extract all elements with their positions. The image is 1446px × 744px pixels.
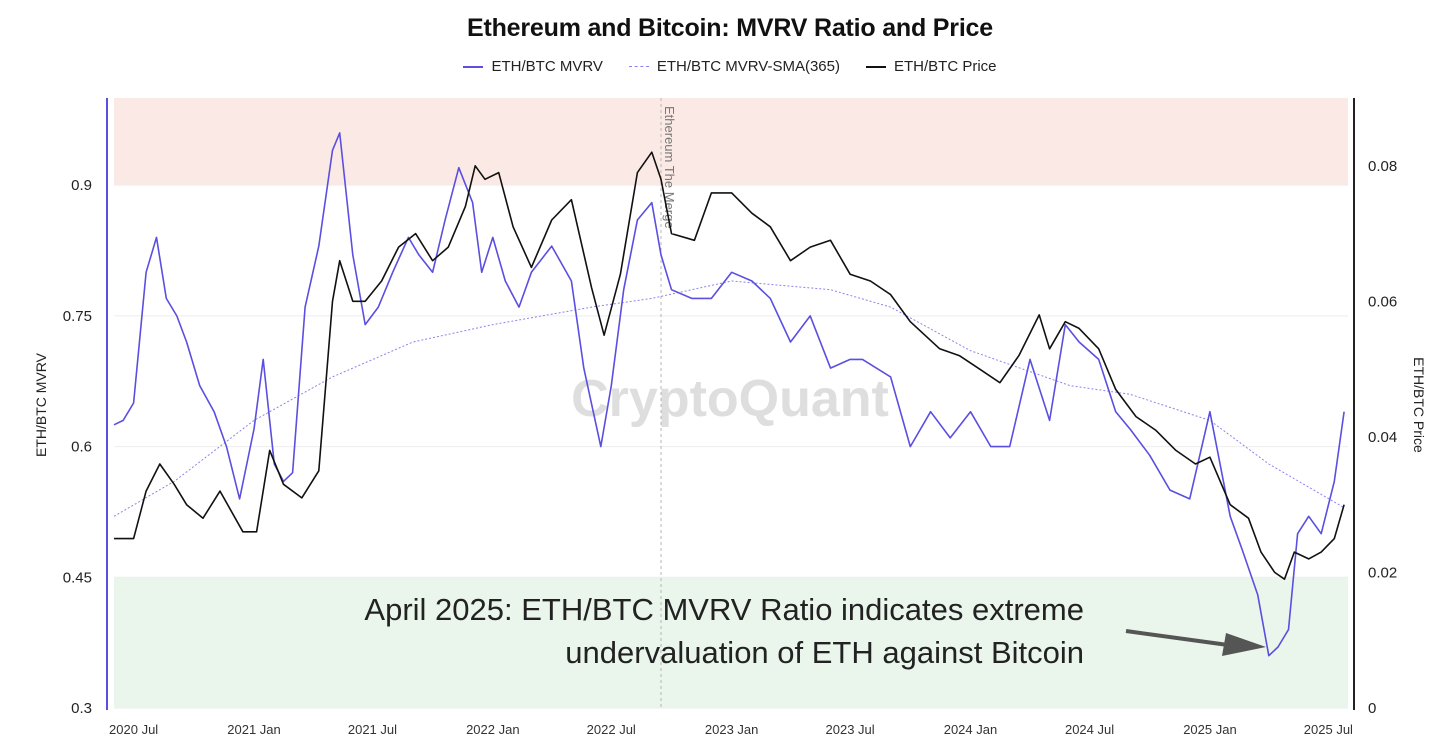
legend-item-price[interactable]: ETH/BTC Price xyxy=(865,58,997,75)
overvalued-band xyxy=(114,98,1348,186)
chart-title: Ethereum and Bitcoin: MVRV Ratio and Pri… xyxy=(467,14,993,42)
left-tick-label: 0.6 xyxy=(71,439,92,456)
right-tick-label: 0.06 xyxy=(1368,293,1397,310)
left-axis-ticks: 0.3 0.45 0.6 0.75 0.9 xyxy=(63,177,92,717)
series-mvrv-sma-line xyxy=(113,280,1345,517)
x-tick-label: 2024 Jan xyxy=(944,722,998,737)
right-axis-ticks: 0 0.02 0.04 0.06 0.08 xyxy=(1368,158,1397,717)
legend-label-mvrv: ETH/BTC MVRV xyxy=(491,58,603,75)
x-tick-label: 2023 Jul xyxy=(826,722,875,737)
right-axis-label: ETH/BTC Price xyxy=(1411,357,1427,453)
merge-event-marker: Ethereum The Merge xyxy=(660,98,677,708)
annotation-line-1: April 2025: ETH/BTC MVRV Ratio indicates… xyxy=(364,592,1084,627)
x-tick-label: 2021 Jan xyxy=(227,722,281,737)
x-tick-label: 2025 Jan xyxy=(1183,722,1237,737)
right-tick-label: 0 xyxy=(1368,700,1376,717)
annotation-line-2: undervaluation of ETH against Bitcoin xyxy=(565,635,1084,670)
x-axis-ticks: 2020 Jul 2021 Jan 2021 Jul 2022 Jan 2022 Jul… xyxy=(109,722,1353,737)
left-tick-label: 0.75 xyxy=(63,308,92,325)
annotation-arrow-shaft xyxy=(1125,629,1229,647)
annotation-arrow xyxy=(1125,629,1266,656)
watermark: CryptoQuant xyxy=(571,370,889,428)
x-tick-label: 2023 Jan xyxy=(705,722,759,737)
left-tick-label: 0.45 xyxy=(63,569,92,586)
series-layer xyxy=(113,132,1345,657)
legend-label-price: ETH/BTC Price xyxy=(893,58,997,75)
right-tick-label: 0.08 xyxy=(1368,158,1397,175)
x-tick-label: 2024 Jul xyxy=(1065,722,1114,737)
series-mvrv-line xyxy=(113,132,1345,657)
annotation-text: April 2025: ETH/BTC MVRV Ratio indicates… xyxy=(240,588,1084,674)
series-price-line xyxy=(114,151,1345,581)
valuation-bands xyxy=(114,98,1348,708)
undervalued-band xyxy=(114,577,1348,708)
legend-swatch-mvrv xyxy=(463,65,484,68)
right-tick-label: 0.02 xyxy=(1368,564,1397,581)
left-axis-label: ETH/BTC MVRV xyxy=(33,352,49,457)
x-tick-label: 2025 Jul xyxy=(1304,722,1353,737)
merge-event-label: Ethereum The Merge xyxy=(662,106,677,229)
legend-swatch-price xyxy=(865,65,886,68)
x-tick-label: 2022 Jan xyxy=(466,722,520,737)
x-tick-label: 2021 Jul xyxy=(348,722,397,737)
x-tick-label: 2022 Jul xyxy=(587,722,636,737)
legend-item-mvrv[interactable]: ETH/BTC MVRV xyxy=(463,58,603,75)
chart-legend: ETH/BTC MVRV ETH/BTC MVRV-SMA(365) ETH/B… xyxy=(0,58,1446,75)
legend-swatch-sma xyxy=(628,66,649,67)
left-tick-label: 0.9 xyxy=(71,177,92,194)
legend-label-sma: ETH/BTC MVRV-SMA(365) xyxy=(656,58,840,75)
annotation-arrow-head xyxy=(1222,633,1266,656)
axes xyxy=(106,98,1355,710)
right-tick-label: 0.04 xyxy=(1368,429,1397,446)
left-tick-label: 0.3 xyxy=(71,700,92,717)
x-tick-label: 2020 Jul xyxy=(109,722,158,737)
legend-item-sma[interactable]: ETH/BTC MVRV-SMA(365) xyxy=(628,58,840,75)
